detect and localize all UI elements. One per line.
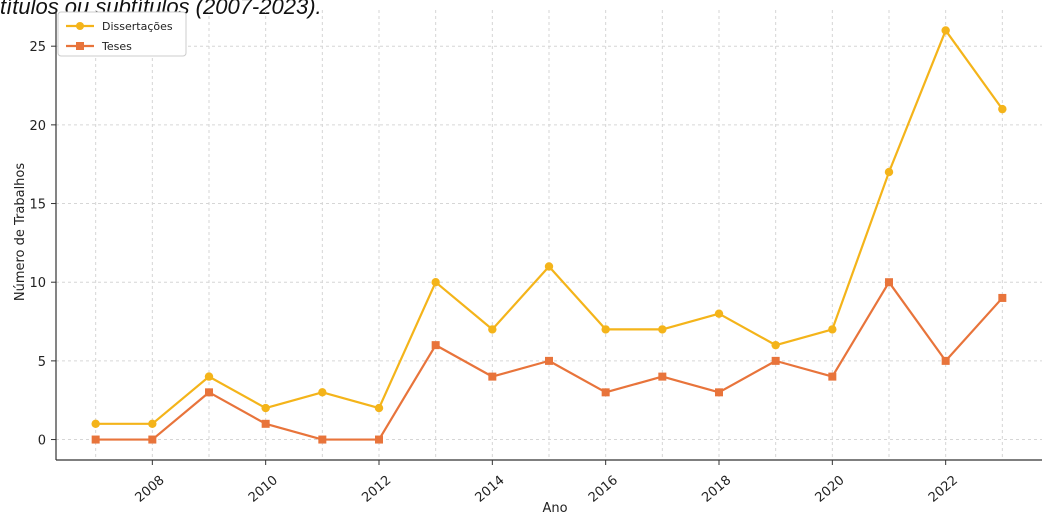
- x-tick-label: 2010: [246, 473, 281, 506]
- point-teses: [318, 435, 327, 444]
- point-dissertacoes: [658, 325, 667, 334]
- point-dissertacoes: [884, 167, 894, 177]
- point-dissertacoes: [998, 104, 1007, 114]
- y-tick-label: 20: [29, 119, 46, 134]
- y-axis-label: Número de Trabalhos: [13, 163, 28, 302]
- point-teses: [91, 435, 100, 444]
- point-dissertacoes: [91, 419, 100, 429]
- point-dissertacoes: [828, 325, 837, 334]
- tick-labels: 0 5 10 15 20 25 2008 2010 2012 2014 2016 2018 2020 20…: [29, 40, 960, 506]
- y-tick-label: 25: [29, 40, 46, 55]
- point-dissertacoes: [771, 340, 780, 350]
- x-tick-label: 2012: [359, 473, 394, 506]
- x-axis-label: Ano: [542, 501, 567, 516]
- point-teses: [601, 388, 610, 397]
- point-dissertacoes: [318, 388, 327, 397]
- point-teses: [488, 372, 497, 381]
- x-tick-label: 2022: [926, 473, 961, 506]
- legend-marker: [76, 42, 84, 50]
- y-tick-label: 10: [29, 276, 46, 291]
- legend-label: Teses: [101, 40, 132, 53]
- x-tick-label: 2008: [133, 473, 168, 506]
- point-teses: [715, 388, 723, 397]
- point-teses: [431, 341, 440, 350]
- x-tick-label: 2020: [813, 473, 848, 506]
- point-teses: [545, 356, 553, 365]
- legend-marker: [76, 22, 84, 30]
- y-tick-label: 0: [38, 434, 46, 449]
- point-teses: [658, 372, 667, 381]
- point-dissertacoes: [488, 325, 497, 334]
- point-dissertacoes: [431, 278, 440, 287]
- point-dissertacoes: [261, 403, 270, 413]
- grid-lines: [56, 10, 1042, 460]
- point-dissertacoes: [941, 26, 950, 35]
- point-teses: [771, 356, 780, 365]
- legend: Dissertações Teses: [57, 11, 187, 57]
- point-teses: [375, 435, 383, 444]
- point-teses: [998, 293, 1007, 302]
- point-dissertacoes: [601, 325, 610, 334]
- x-tick-label: 2014: [473, 473, 508, 506]
- legend-label: Dissertações: [102, 20, 173, 33]
- y-tick-label: 5: [38, 355, 46, 370]
- axes: [51, 10, 1042, 465]
- point-dissertacoes: [544, 262, 554, 271]
- point-dissertacoes: [204, 372, 214, 381]
- x-tick-label: 2018: [699, 473, 734, 506]
- point-teses: [885, 278, 893, 287]
- point-teses: [148, 435, 157, 444]
- point-teses: [941, 356, 950, 365]
- point-dissertacoes: [374, 403, 384, 413]
- point-teses: [205, 388, 213, 397]
- point-teses: [261, 419, 270, 428]
- x-tick-label: 2016: [586, 473, 621, 506]
- series-markers: [91, 26, 1007, 444]
- point-teses: [828, 372, 837, 381]
- y-tick-label: 15: [29, 198, 46, 213]
- point-dissertacoes: [148, 419, 157, 429]
- point-dissertacoes: [714, 309, 724, 318]
